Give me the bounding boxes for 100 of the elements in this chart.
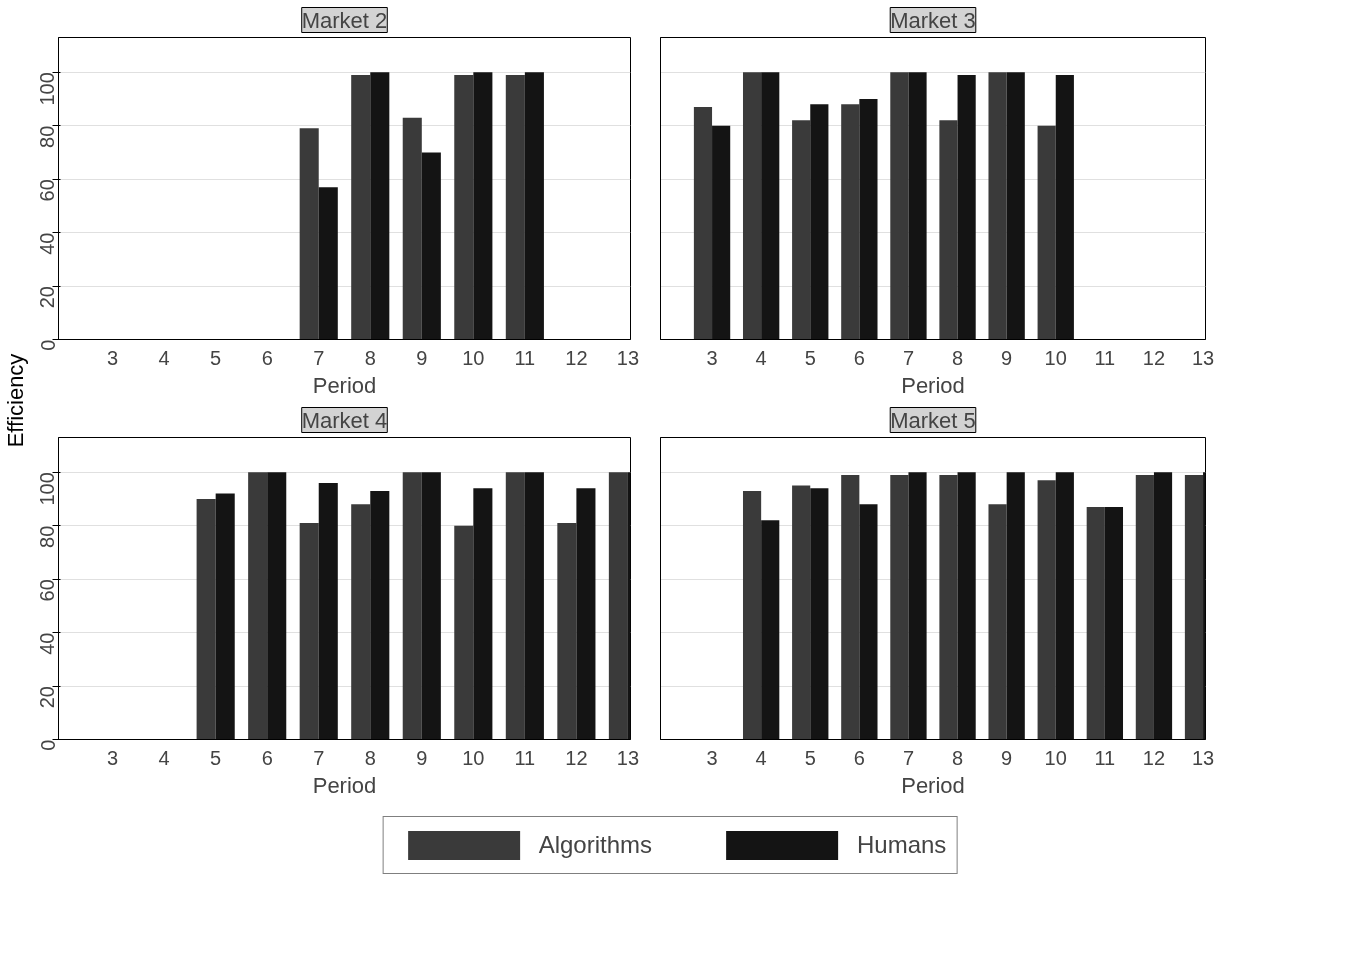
x-tick-label: 7 <box>902 746 915 769</box>
x-tick-label: 6 <box>261 346 273 369</box>
bar <box>1135 474 1154 740</box>
y-tick-label: 100 <box>36 472 59 506</box>
bar <box>712 125 731 340</box>
bar <box>742 490 762 740</box>
y-tick-label: 40 <box>36 232 59 255</box>
bar <box>859 504 878 740</box>
y-tick-label: 20 <box>36 286 59 309</box>
bar <box>761 520 780 740</box>
bar <box>1153 472 1173 740</box>
x-tick-label: 11 <box>1094 346 1116 369</box>
x-tick-label: 3 <box>706 746 718 769</box>
bar <box>957 74 976 340</box>
x-axis-title: Period <box>312 372 377 398</box>
bar <box>908 472 927 740</box>
y-tick-label: 60 <box>36 579 59 602</box>
x-tick-label: 10 <box>1044 746 1067 769</box>
x-tick-label: 9 <box>1001 346 1013 369</box>
x-tick-label: 6 <box>853 746 865 769</box>
x-tick-label: 12 <box>565 746 588 769</box>
x-tick-label: 5 <box>210 346 222 369</box>
chart-title: Market 4 <box>301 407 388 433</box>
x-tick-label: 5 <box>804 746 816 769</box>
bar <box>792 120 811 340</box>
bar <box>761 72 780 340</box>
x-tick-label: 8 <box>364 346 376 369</box>
x-tick-label: 7 <box>313 346 325 369</box>
x-tick-label: 6 <box>853 346 865 369</box>
x-tick-label: 10 <box>462 346 485 369</box>
x-tick-label: 10 <box>1044 346 1067 369</box>
x-tick-label: 12 <box>1142 346 1166 369</box>
y-tick-label: 60 <box>36 179 59 202</box>
bar <box>957 472 976 740</box>
chart-title: Market 3 <box>890 7 976 33</box>
bar <box>988 72 1007 340</box>
x-tick-label: 13 <box>616 746 640 769</box>
x-axis-title: Period <box>901 372 965 398</box>
x-tick-label: 5 <box>804 346 816 369</box>
x-axis-title: Period <box>312 772 377 798</box>
y-tick-label: 80 <box>36 525 59 548</box>
bar <box>841 474 860 740</box>
legend-label: Humans <box>857 831 947 859</box>
x-tick-label: 10 <box>462 746 485 769</box>
x-tick-label: 12 <box>565 346 588 369</box>
bar <box>810 104 829 340</box>
bar <box>1184 474 1204 740</box>
x-tick-label: 9 <box>1001 746 1013 769</box>
bar <box>939 120 958 340</box>
x-tick-label: 3 <box>706 346 718 369</box>
bar <box>890 72 909 340</box>
x-tick-label: 8 <box>951 746 964 769</box>
x-tick-label: 13 <box>1191 746 1215 769</box>
x-tick-label: 8 <box>951 346 964 369</box>
bar <box>890 474 909 740</box>
x-tick-label: 11 <box>1094 746 1116 769</box>
x-axis-title: Period <box>901 772 965 798</box>
bar <box>792 485 811 740</box>
y-tick-label: 40 <box>36 632 59 655</box>
x-tick-label: 9 <box>416 746 428 769</box>
legend-label: Algorithms <box>538 831 652 859</box>
x-tick-label: 4 <box>158 746 170 769</box>
x-tick-label: 7 <box>313 746 325 769</box>
x-tick-label: 7 <box>902 346 915 369</box>
x-tick-label: 9 <box>416 346 428 369</box>
bar <box>1006 472 1025 740</box>
bar <box>1006 72 1025 340</box>
x-tick-label: 3 <box>107 746 119 769</box>
x-tick-label: 11 <box>514 746 536 769</box>
bar <box>908 72 927 340</box>
bar <box>1055 472 1074 740</box>
x-tick-label: 4 <box>755 746 767 769</box>
y-tick-label: 0 <box>36 739 59 751</box>
x-tick-label: 13 <box>1191 346 1215 369</box>
x-tick-label: 12 <box>1142 746 1166 769</box>
x-tick-label: 5 <box>210 746 222 769</box>
bar <box>1086 506 1105 740</box>
bar <box>1104 506 1124 740</box>
bar <box>859 98 878 340</box>
y-tick-label: 100 <box>36 72 59 106</box>
chart-title: Market 5 <box>890 407 976 433</box>
y-tick-label: 20 <box>36 686 59 709</box>
x-tick-label: 6 <box>261 746 273 769</box>
bar <box>1037 480 1056 740</box>
x-tick-label: 4 <box>755 346 767 369</box>
x-tick-label: 13 <box>616 346 640 369</box>
x-tick-label: 4 <box>158 346 170 369</box>
y-tick-label: 80 <box>36 125 59 148</box>
bar <box>939 474 958 740</box>
bar <box>810 488 829 740</box>
bar <box>1037 125 1056 340</box>
bar <box>1055 74 1074 340</box>
y-axis-title: Efficiency <box>3 353 28 448</box>
x-tick-label: 3 <box>107 346 119 369</box>
x-tick-label: 8 <box>364 746 376 769</box>
bar <box>742 72 762 340</box>
y-tick-label: 0 <box>36 339 59 351</box>
bar <box>988 504 1007 740</box>
x-tick-label: 11 <box>514 346 536 369</box>
chart-title: Market 2 <box>301 7 388 33</box>
